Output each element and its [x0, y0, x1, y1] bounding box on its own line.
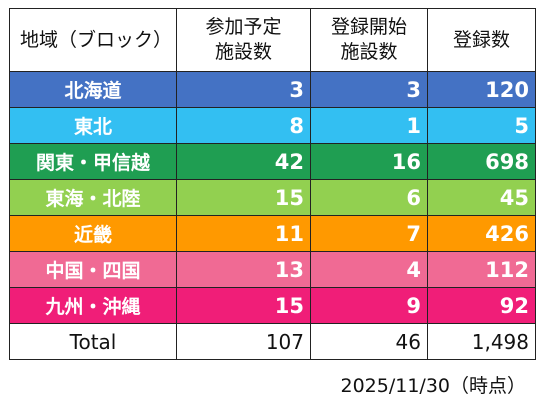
registrations-cell: 698 [427, 143, 536, 180]
table-row: 東海・北陸 15 6 45 [9, 179, 536, 216]
started-cell: 6 [310, 179, 428, 216]
header-region: 地域（ブロック） [9, 8, 177, 72]
participating-cell: 15 [176, 287, 311, 324]
region-cell: 中国・四国 [9, 251, 177, 288]
total-label: Total [9, 323, 177, 360]
started-cell: 16 [310, 143, 428, 180]
header-participating-line2: 施設数 [214, 41, 272, 63]
participating-cell: 11 [176, 215, 311, 252]
region-cell: 九州・沖縄 [9, 287, 177, 324]
total-row: Total 107 46 1,498 [9, 323, 536, 360]
registrations-cell: 120 [427, 71, 536, 108]
region-cell: 北海道 [9, 71, 177, 108]
table-row: 近畿 11 7 426 [9, 215, 536, 252]
region-cell: 関東・甲信越 [9, 143, 177, 180]
started-cell: 9 [310, 287, 428, 324]
total-registrations: 1,498 [427, 323, 536, 360]
header-started-line2: 施設数 [340, 41, 398, 63]
table-row: 中国・四国 13 4 112 [9, 251, 536, 288]
registration-table: 地域（ブロック） 参加予定 施設数 登録開始 施設数 登録数 北海道 3 3 1… [9, 8, 536, 360]
started-cell: 4 [310, 251, 428, 288]
registrations-cell: 112 [427, 251, 536, 288]
table-row: 関東・甲信越 42 16 698 [9, 143, 536, 180]
region-cell: 東北 [9, 107, 177, 144]
participating-cell: 15 [176, 179, 311, 216]
total-started: 46 [310, 323, 428, 360]
started-cell: 3 [310, 71, 428, 108]
registrations-cell: 426 [427, 215, 536, 252]
date-note: 2025/11/30（時点） [340, 375, 526, 397]
region-cell: 近畿 [9, 215, 177, 252]
registrations-cell: 45 [427, 179, 536, 216]
header-started-line1: 登録開始 [330, 16, 407, 39]
header-participating: 参加予定 施設数 [176, 8, 311, 72]
registrations-cell: 92 [427, 287, 536, 324]
participating-cell: 3 [176, 71, 311, 108]
header-started: 登録開始 施設数 [310, 8, 428, 72]
table-row: 東北 8 1 5 [9, 107, 536, 144]
table-row: 九州・沖縄 15 9 92 [9, 287, 536, 324]
participating-cell: 13 [176, 251, 311, 288]
header-participating-line1: 参加予定 [205, 16, 282, 39]
participating-cell: 42 [176, 143, 311, 180]
header-row: 地域（ブロック） 参加予定 施設数 登録開始 施設数 登録数 [9, 8, 536, 72]
total-participating: 107 [176, 323, 311, 360]
participating-cell: 8 [176, 107, 311, 144]
region-cell: 東海・北陸 [9, 179, 177, 216]
registrations-cell: 5 [427, 107, 536, 144]
started-cell: 1 [310, 107, 428, 144]
header-registrations: 登録数 [427, 8, 536, 72]
started-cell: 7 [310, 215, 428, 252]
table-row: 北海道 3 3 120 [9, 71, 536, 108]
